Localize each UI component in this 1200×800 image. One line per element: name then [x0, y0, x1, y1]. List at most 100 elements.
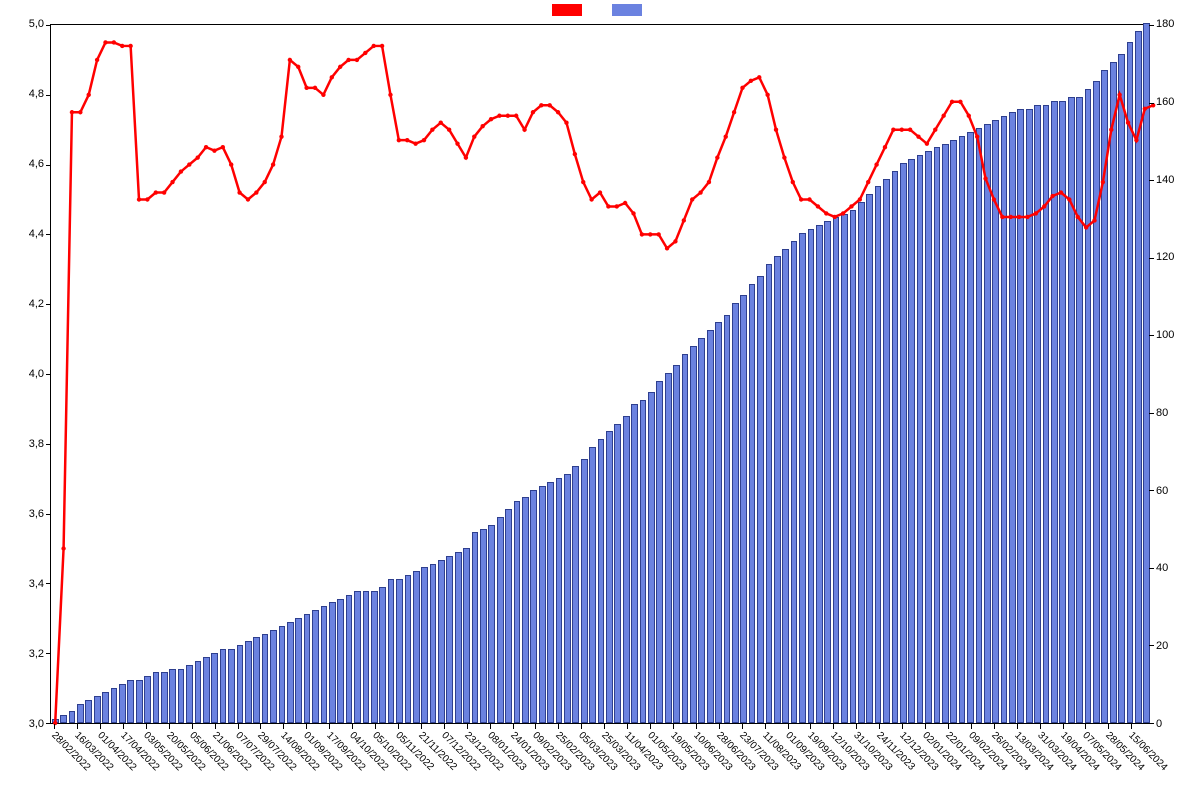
line-marker [296, 65, 300, 69]
line-marker [388, 93, 392, 97]
line-marker [1067, 197, 1071, 201]
y-left-tick-mark [46, 234, 51, 235]
y-right-tick-label: 20 [1152, 640, 1200, 652]
line-marker [682, 218, 686, 222]
x-tick-mark [535, 724, 536, 729]
line-marker [195, 155, 199, 159]
y-right-axis: 020406080100120140160180 [1152, 24, 1200, 724]
line-marker [380, 44, 384, 48]
x-tick-mark [77, 724, 78, 729]
line-marker [304, 86, 308, 90]
line-marker [623, 201, 627, 205]
line-marker [1151, 103, 1155, 107]
line-marker [447, 128, 451, 132]
x-tick-mark [879, 724, 880, 729]
y-left-tick-label: 3,0 [0, 718, 48, 730]
line-marker [1059, 190, 1063, 194]
line-marker [832, 215, 836, 219]
x-tick-mark [742, 724, 743, 729]
line-marker [1084, 225, 1088, 229]
line-marker [221, 145, 225, 149]
line-marker [1117, 93, 1121, 97]
y-right-tick-label: 140 [1152, 174, 1200, 186]
line-series [55, 42, 1153, 723]
line-marker [941, 114, 945, 118]
line-marker [1009, 215, 1013, 219]
y-left-axis: 3,03,23,43,63,84,04,24,44,64,85,0 [0, 24, 48, 724]
line-marker [757, 75, 761, 79]
line-marker [925, 141, 929, 145]
line-marker [1126, 121, 1130, 125]
line-marker [1034, 211, 1038, 215]
y-left-tick-mark [46, 25, 51, 26]
x-tick-mark [192, 724, 193, 729]
line-marker [321, 93, 325, 97]
line-marker [1042, 204, 1046, 208]
plot-area [50, 24, 1150, 724]
line-marker [531, 110, 535, 114]
line-marker [916, 134, 920, 138]
x-tick-mark [421, 724, 422, 729]
x-tick-mark [673, 724, 674, 729]
line-marker [78, 110, 82, 114]
line-marker [212, 148, 216, 152]
x-tick-mark [329, 724, 330, 729]
line-marker [514, 114, 518, 118]
line-marker [472, 134, 476, 138]
x-tick-mark [604, 724, 605, 729]
line-marker [120, 44, 124, 48]
line-marker [87, 93, 91, 97]
line-marker [506, 114, 510, 118]
line-marker [782, 155, 786, 159]
y-left-tick-mark [46, 374, 51, 375]
line-marker [908, 128, 912, 132]
line-marker [397, 138, 401, 142]
line-marker [279, 134, 283, 138]
line-marker [690, 197, 694, 201]
line-marker [330, 75, 334, 79]
line-marker [229, 162, 233, 166]
line-marker [807, 197, 811, 201]
line-marker [413, 141, 417, 145]
x-tick-mark [375, 724, 376, 729]
y-right-tick-label: 160 [1152, 96, 1200, 108]
line-marker [732, 110, 736, 114]
line-marker [841, 211, 845, 215]
x-tick-mark [238, 724, 239, 729]
line-marker [464, 155, 468, 159]
line-marker [497, 114, 501, 118]
line-layer [51, 25, 1149, 723]
line-marker [346, 58, 350, 62]
line-marker [439, 121, 443, 125]
y-left-tick-mark [46, 304, 51, 305]
x-tick-mark [719, 724, 720, 729]
x-tick-mark [215, 724, 216, 729]
line-marker [640, 232, 644, 236]
line-marker [455, 141, 459, 145]
line-marker [162, 190, 166, 194]
x-axis: 28/02/202216/03/202201/04/202217/04/2022… [50, 724, 1150, 800]
line-marker [1000, 215, 1004, 219]
line-marker [648, 232, 652, 236]
x-tick-mark [948, 724, 949, 729]
line-marker [866, 180, 870, 184]
line-marker [950, 100, 954, 104]
x-tick-mark [260, 724, 261, 729]
line-marker [740, 86, 744, 90]
line-marker [154, 190, 158, 194]
y-right-tick-mark [1149, 490, 1154, 491]
x-tick-mark [558, 724, 559, 729]
line-marker [975, 134, 979, 138]
x-tick-mark [513, 724, 514, 729]
y-right-tick-label: 80 [1152, 407, 1200, 419]
x-tick-mark [925, 724, 926, 729]
y-right-tick-label: 60 [1152, 485, 1200, 497]
line-marker [631, 211, 635, 215]
y-left-tick-label: 3,2 [0, 648, 48, 660]
line-marker [665, 246, 669, 250]
y-right-tick-mark [1149, 25, 1154, 26]
line-marker [422, 138, 426, 142]
line-marker [145, 197, 149, 201]
line-marker [715, 155, 719, 159]
y-right-tick-label: 180 [1152, 18, 1200, 30]
